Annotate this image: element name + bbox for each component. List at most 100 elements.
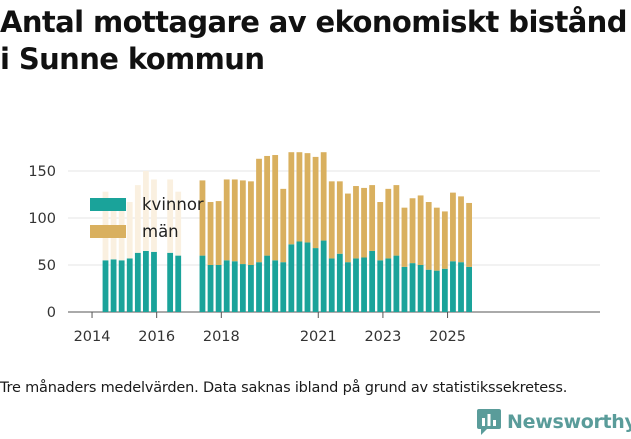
- bar-kvinnor: [409, 263, 416, 312]
- bar-man: [296, 152, 303, 242]
- legend-swatch-man: [90, 225, 126, 238]
- bar-kvinnor: [417, 265, 424, 312]
- bar-kvinnor: [441, 268, 448, 312]
- bar-man: [320, 152, 327, 241]
- chart-title: Antal mottagare av ekonomiskt bistånd i …: [0, 5, 627, 76]
- x-tick-label: 2021: [300, 329, 337, 345]
- bar-man: [328, 181, 335, 259]
- y-tick-label: 100: [28, 211, 56, 227]
- bar-kvinnor: [272, 260, 279, 312]
- y-tick-label: 50: [38, 258, 56, 274]
- bar-kvinnor: [239, 264, 246, 312]
- bar-kvinnor: [199, 255, 206, 312]
- bar-man: [345, 193, 351, 263]
- x-tick-label: 2018: [203, 329, 240, 345]
- x-tick-label: 2014: [74, 329, 111, 345]
- y-tick-label: 150: [28, 164, 56, 180]
- bar-kvinnor: [296, 241, 303, 312]
- bar-kvinnor: [143, 250, 149, 312]
- bar-man: [425, 202, 432, 270]
- bar-kvinnor: [167, 252, 174, 312]
- bar-man: [409, 198, 416, 264]
- bar-kvinnor: [118, 260, 125, 312]
- bar-kvinnor: [175, 255, 182, 312]
- newsworthy-brand[interactable]: Newsworthy: [477, 408, 631, 436]
- bar-man: [143, 171, 149, 251]
- bar-kvinnor: [126, 258, 133, 312]
- bar-kvinnor: [393, 255, 400, 312]
- bar-kvinnor: [336, 253, 343, 312]
- bar-kvinnor: [134, 252, 141, 312]
- bar-man: [458, 196, 464, 263]
- bar-kvinnor: [288, 244, 295, 312]
- brand-name: Newsworthy: [507, 411, 631, 433]
- bar-man: [385, 188, 392, 259]
- bar-man: [393, 185, 400, 256]
- x-tick-label: 2016: [138, 329, 175, 345]
- legend-swatch-kvinnor: [90, 198, 126, 211]
- bar-man: [288, 152, 295, 245]
- bar-kvinnor: [231, 261, 238, 312]
- bar-man: [256, 158, 262, 263]
- bar-man: [280, 188, 287, 263]
- bar-kvinnor: [353, 258, 359, 312]
- bar-kvinnor: [369, 250, 376, 312]
- bar-kvinnor: [328, 258, 335, 312]
- bar-man: [336, 181, 343, 254]
- bar-kvinnor: [320, 240, 327, 312]
- bar-man: [433, 207, 440, 271]
- bar-kvinnor: [433, 270, 440, 312]
- bar-kvinnor: [215, 265, 222, 312]
- bar-kvinnor: [256, 262, 262, 312]
- stacked-bar-chart: 0 50 100 150 2014 2016 2018 2021 2023 2025 kvinno…: [28, 152, 600, 345]
- bar-man: [466, 202, 472, 267]
- legend-label: kvinnor: [142, 195, 204, 214]
- bar-man: [264, 155, 270, 256]
- bar-kvinnor: [151, 251, 157, 312]
- bar-man: [401, 207, 408, 267]
- y-tick-label: 0: [47, 305, 56, 321]
- legend-label: män: [142, 222, 179, 241]
- axes: 0 50 100 150 2014 2016 2018 2021 2023 2025: [28, 164, 466, 345]
- bar-man: [223, 179, 230, 261]
- bar-kvinnor: [280, 262, 287, 312]
- bar-man: [312, 156, 319, 249]
- bar-kvinnor: [458, 262, 464, 312]
- bar-kvinnor: [312, 248, 319, 312]
- bar-kvinnor: [102, 260, 109, 312]
- bar-man: [199, 180, 206, 256]
- bar-kvinnor: [385, 258, 392, 312]
- bar-kvinnor: [345, 262, 351, 312]
- footnote: Tre månaders medelvärden. Data saknas ib…: [0, 380, 568, 396]
- bar-kvinnor: [304, 242, 311, 312]
- bar-kvinnor: [264, 255, 270, 312]
- bar-man: [167, 179, 174, 253]
- x-tick-label: 2025: [429, 329, 466, 345]
- bar-man: [353, 186, 359, 259]
- bar-man: [450, 192, 456, 262]
- bar-man: [361, 187, 367, 258]
- bar-kvinnor: [207, 265, 214, 312]
- bar-kvinnor: [361, 257, 367, 312]
- bar-man: [151, 179, 157, 252]
- newsworthy-logo-icon: [477, 409, 501, 435]
- bar-kvinnor: [223, 260, 230, 312]
- bar-man: [215, 201, 222, 265]
- bar-man: [207, 202, 214, 265]
- bar-man: [231, 179, 238, 262]
- bar-man: [304, 153, 311, 243]
- x-tick-label: 2023: [364, 329, 401, 345]
- bar-man: [377, 202, 384, 261]
- bar-kvinnor: [466, 266, 472, 312]
- bar-man: [126, 202, 133, 259]
- bar-kvinnor: [248, 265, 254, 312]
- bar-kvinnor: [450, 261, 456, 312]
- bar-man: [417, 195, 424, 265]
- bar-kvinnor: [425, 269, 432, 312]
- bar-man: [134, 185, 141, 253]
- bar-man: [248, 181, 254, 265]
- bar-man: [441, 211, 448, 269]
- bar-kvinnor: [401, 266, 408, 312]
- bar-kvinnor: [377, 260, 384, 312]
- bar-kvinnor: [110, 259, 117, 312]
